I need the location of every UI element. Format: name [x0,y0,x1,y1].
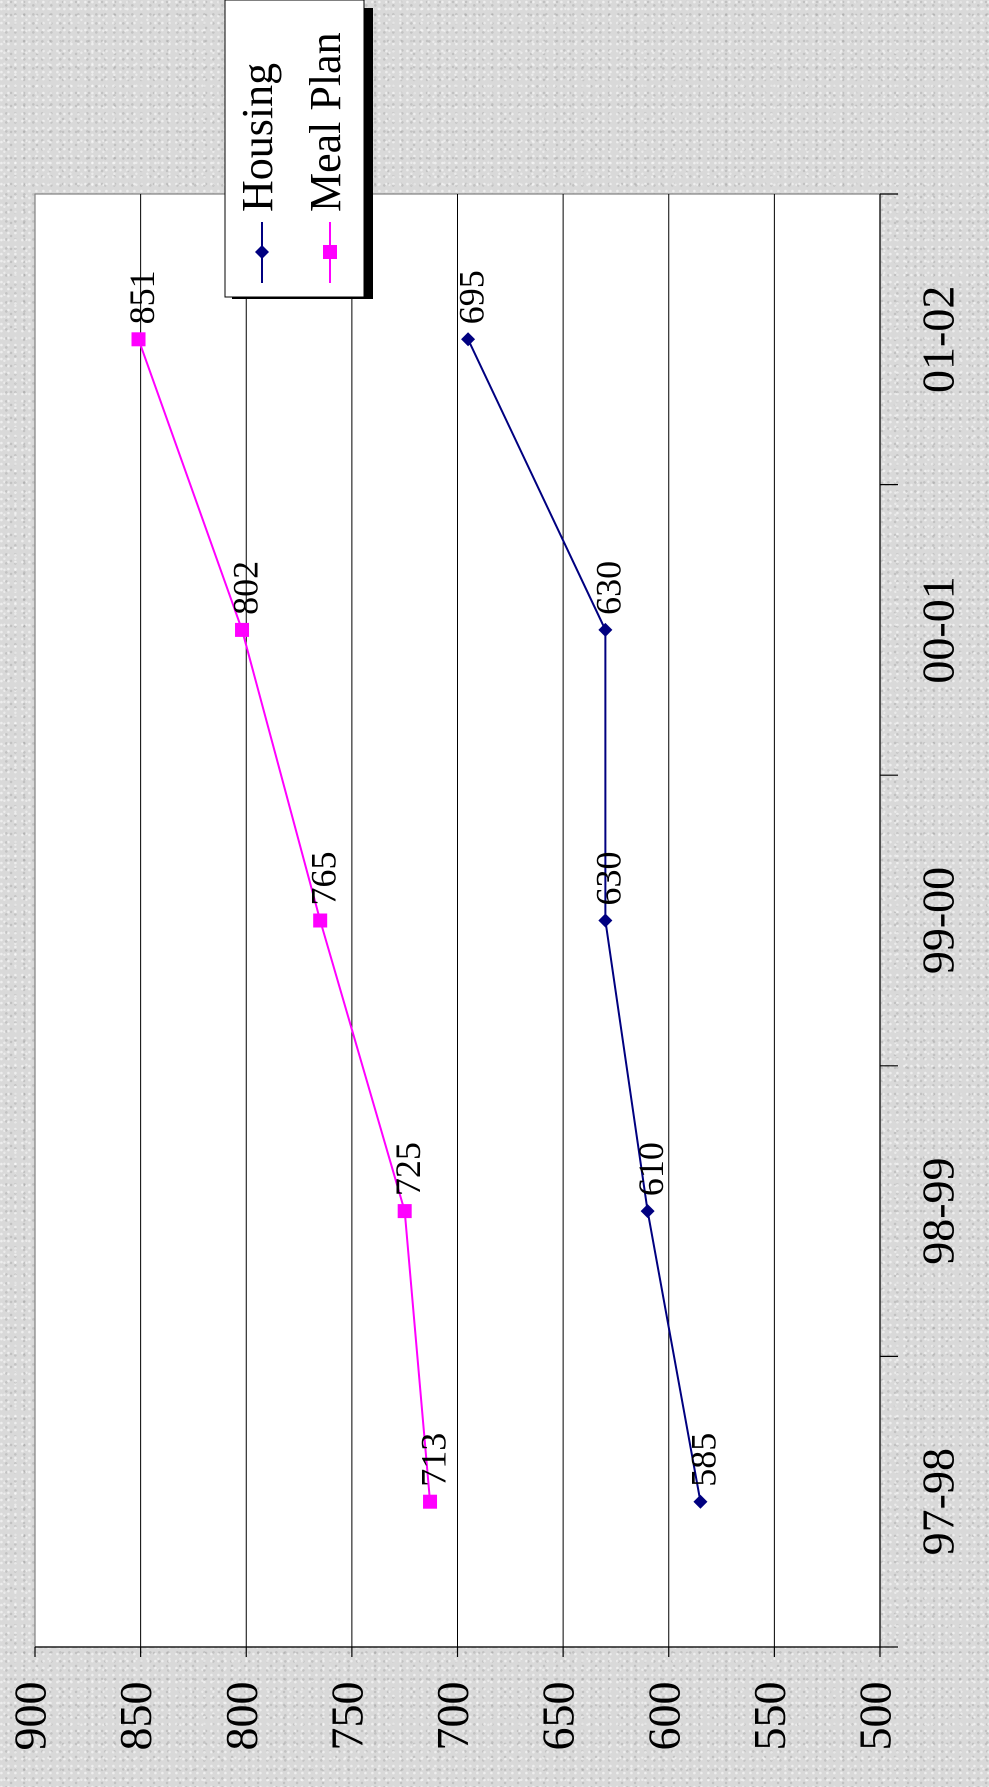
value-tick-label: 650 [533,1682,584,1751]
category-tick-label: 99-00 [913,867,964,974]
data-label: 802 [225,561,265,615]
series [131,332,708,1509]
data-label: 725 [388,1142,428,1196]
axes: 500 550 600 650 700 750 800 850 900 97-98 98-99 99-… [5,193,964,1751]
category-tick-label: 01-02 [913,286,964,393]
data-point [313,913,328,928]
data-label: 630 [589,561,629,615]
data-point [397,1204,412,1219]
data-label: 630 [589,852,629,906]
data-point [131,332,146,347]
data-point [693,1494,708,1509]
data-point [461,332,476,347]
gridlines [140,194,775,1647]
value-tick-label: 850 [110,1682,161,1751]
data-label: 851 [122,270,162,324]
data-point [598,913,613,928]
category-tick-label: 00-01 [913,576,964,683]
data-point [598,622,613,637]
value-tick-label: 900 [5,1682,56,1751]
data-point [235,622,250,637]
value-tick-label: 700 [427,1682,478,1751]
category-tick-label: 98-99 [913,1157,964,1264]
data-label: 695 [451,270,491,324]
category-tick-label: 97-98 [913,1448,964,1555]
legend-label: Meal Plan [301,32,350,212]
legend-label: Housing [233,63,282,212]
data-point [423,1494,438,1509]
value-tick-label: 550 [744,1682,795,1751]
value-tick-label: 600 [638,1682,689,1751]
data-point [640,1204,655,1219]
legend-marker [255,245,269,259]
data-labels: 585 610 630 630 695 713 725 765 802 851 [122,270,724,1486]
value-tick-label: 750 [321,1682,372,1751]
data-label: 713 [413,1433,453,1487]
legend-marker [323,245,337,259]
legend: Housing Meal Plan [224,0,373,299]
data-label: 765 [303,852,343,906]
data-label: 610 [631,1142,671,1196]
legend-box [224,0,365,298]
data-label: 585 [684,1433,724,1487]
value-tick-label: 800 [216,1682,267,1751]
value-tick-label: 500 [850,1682,901,1751]
